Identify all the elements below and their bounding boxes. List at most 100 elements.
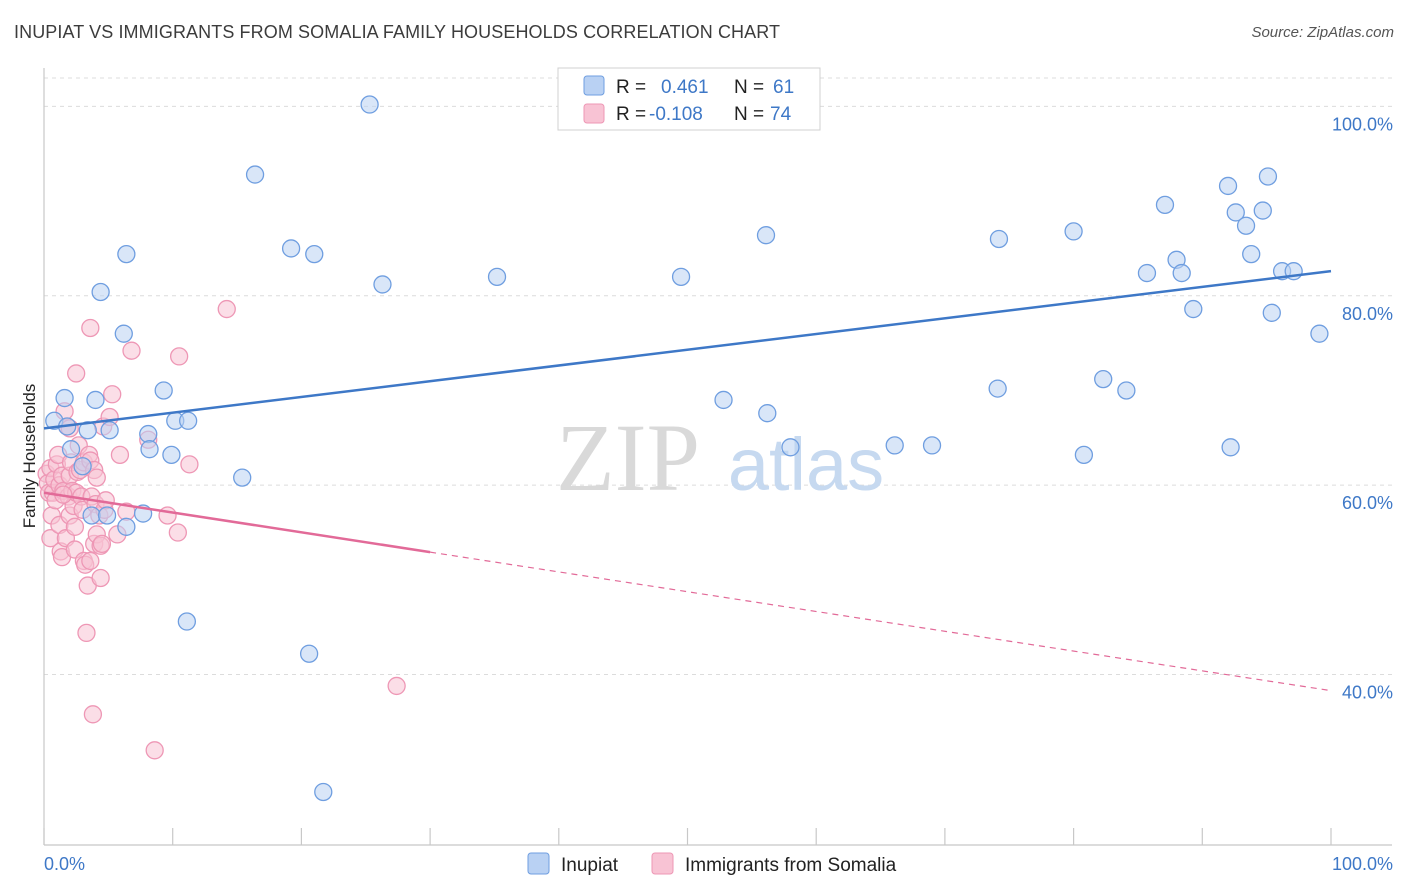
point-inupiat-17 [91, 282, 110, 302]
point-inupiat-32 [671, 267, 691, 287]
point-inupiat-30 [487, 267, 507, 287]
point-inupiat-0 [55, 388, 74, 408]
point-somalia-41 [81, 551, 100, 571]
legend-r-label-somalia: R = [616, 104, 646, 125]
trend-line-inupiat [43, 269, 1332, 430]
point-inupiat-56 [1258, 167, 1278, 186]
point-inupiat-50 [1218, 176, 1238, 196]
y-tick-label-60: 60.0% [1342, 493, 1393, 513]
point-inupiat-54 [1242, 244, 1261, 264]
point-inupiat-37 [885, 436, 904, 455]
trend-lines [43, 269, 1332, 692]
point-inupiat-7 [97, 506, 117, 525]
point-inupiat-16 [114, 324, 133, 343]
point-inupiat-24 [281, 239, 301, 258]
point-inupiat-45 [1137, 263, 1157, 283]
bottom-legend-swatch-somalia [651, 852, 674, 875]
point-inupiat-5 [73, 457, 92, 476]
point-inupiat-35 [756, 226, 776, 245]
point-inupiat-15 [178, 411, 198, 430]
point-somalia-66 [158, 506, 177, 525]
point-inupiat-28 [360, 95, 379, 114]
point-inupiat-3 [78, 421, 97, 440]
point-inupiat-40 [989, 229, 1009, 249]
point-inupiat-36 [781, 438, 800, 457]
y-tick-label-40: 40.0% [1342, 683, 1393, 703]
point-inupiat-12 [154, 381, 173, 400]
point-inupiat-21 [177, 612, 197, 631]
point-inupiat-18 [117, 244, 136, 264]
point-inupiat-53 [1236, 216, 1256, 235]
point-inupiat-38 [922, 436, 942, 455]
point-inupiat-51 [1221, 438, 1240, 457]
point-somalia-29 [67, 364, 86, 383]
legend-n-value-inupiat: 61 [773, 77, 794, 98]
point-inupiat-46 [1155, 195, 1175, 215]
y-tick-label-100: 100.0% [1332, 114, 1393, 134]
point-somalia-42 [81, 318, 100, 338]
legend-n-value-somalia: 74 [770, 104, 792, 125]
point-inupiat-42 [1074, 445, 1094, 465]
watermark-atlas: atlas [728, 423, 884, 506]
watermark-zip: ZIP [556, 404, 700, 511]
series-legend: Inupiat Immigrants from Somalia [527, 852, 897, 876]
point-inupiat-57 [1262, 303, 1281, 322]
point-somalia-68 [169, 347, 189, 366]
point-inupiat-39 [988, 379, 1007, 398]
point-somalia-54 [92, 534, 112, 554]
trend-line-somalia [43, 491, 431, 554]
axes [43, 68, 1392, 846]
y-axis-title: Family Households [20, 384, 39, 529]
point-inupiat-26 [305, 244, 324, 264]
point-inupiat-41 [1064, 222, 1083, 241]
point-inupiat-48 [1172, 263, 1191, 283]
point-inupiat-34 [758, 404, 777, 423]
x-tick-label-max: 100.0% [1332, 854, 1393, 874]
legend-swatch-somalia [583, 103, 605, 124]
point-somalia-27 [65, 517, 85, 536]
point-inupiat-22 [233, 468, 252, 487]
legend-r-value-somalia: -0.108 [649, 104, 703, 125]
point-somalia-63 [122, 341, 141, 360]
y-tick-labels: 40.0% 60.0% 80.0% 100.0% [1332, 114, 1393, 702]
bottom-legend-label-inupiat: Inupiat [561, 855, 619, 876]
point-inupiat-13 [162, 445, 181, 465]
point-inupiat-25 [299, 644, 319, 663]
point-inupiat-60 [1310, 324, 1329, 343]
legend-r-label-inupiat: R = [616, 77, 646, 98]
point-inupiat-10 [139, 424, 158, 444]
y-tick-label-80: 80.0% [1342, 304, 1393, 324]
legend-r-value-inupiat: 0.461 [661, 77, 709, 98]
point-somalia-71 [387, 676, 406, 696]
point-somalia-70 [217, 299, 236, 319]
source-credit: Source: ZipAtlas.com [1251, 24, 1394, 41]
bottom-legend-swatch-inupiat [527, 852, 550, 875]
legend-swatch-inupiat [583, 75, 605, 96]
point-inupiat-33 [714, 390, 733, 410]
point-inupiat-49 [1184, 299, 1203, 319]
point-somalia-65 [145, 741, 164, 760]
point-inupiat-43 [1094, 369, 1113, 389]
point-inupiat-8 [117, 517, 136, 536]
trend-line-somalia-extension [430, 551, 1332, 692]
point-somalia-38 [77, 623, 96, 643]
bottom-legend-label-somalia: Immigrants from Somalia [685, 855, 897, 876]
legend-n-label-inupiat: N = [734, 77, 764, 98]
point-somalia-50 [87, 468, 106, 487]
point-somalia-45 [83, 705, 103, 724]
point-inupiat-29 [373, 275, 392, 294]
point-somalia-52 [91, 568, 110, 588]
point-inupiat-27 [314, 782, 333, 802]
gridlines [44, 77, 1392, 676]
x-tick-label-min: 0.0% [44, 854, 85, 874]
chart-title: INUPIAT VS IMMIGRANTS FROM SOMALIA FAMIL… [14, 22, 781, 42]
stats-legend: R = 0.461 N = 61 R = -0.108 N = 74 [557, 67, 821, 131]
point-inupiat-20 [100, 421, 119, 440]
point-inupiat-11 [140, 440, 159, 459]
point-somalia-61 [110, 445, 130, 465]
point-somalia-69 [180, 455, 199, 474]
point-somalia-59 [103, 385, 122, 404]
point-somalia-67 [168, 523, 187, 542]
point-inupiat-44 [1117, 381, 1136, 400]
